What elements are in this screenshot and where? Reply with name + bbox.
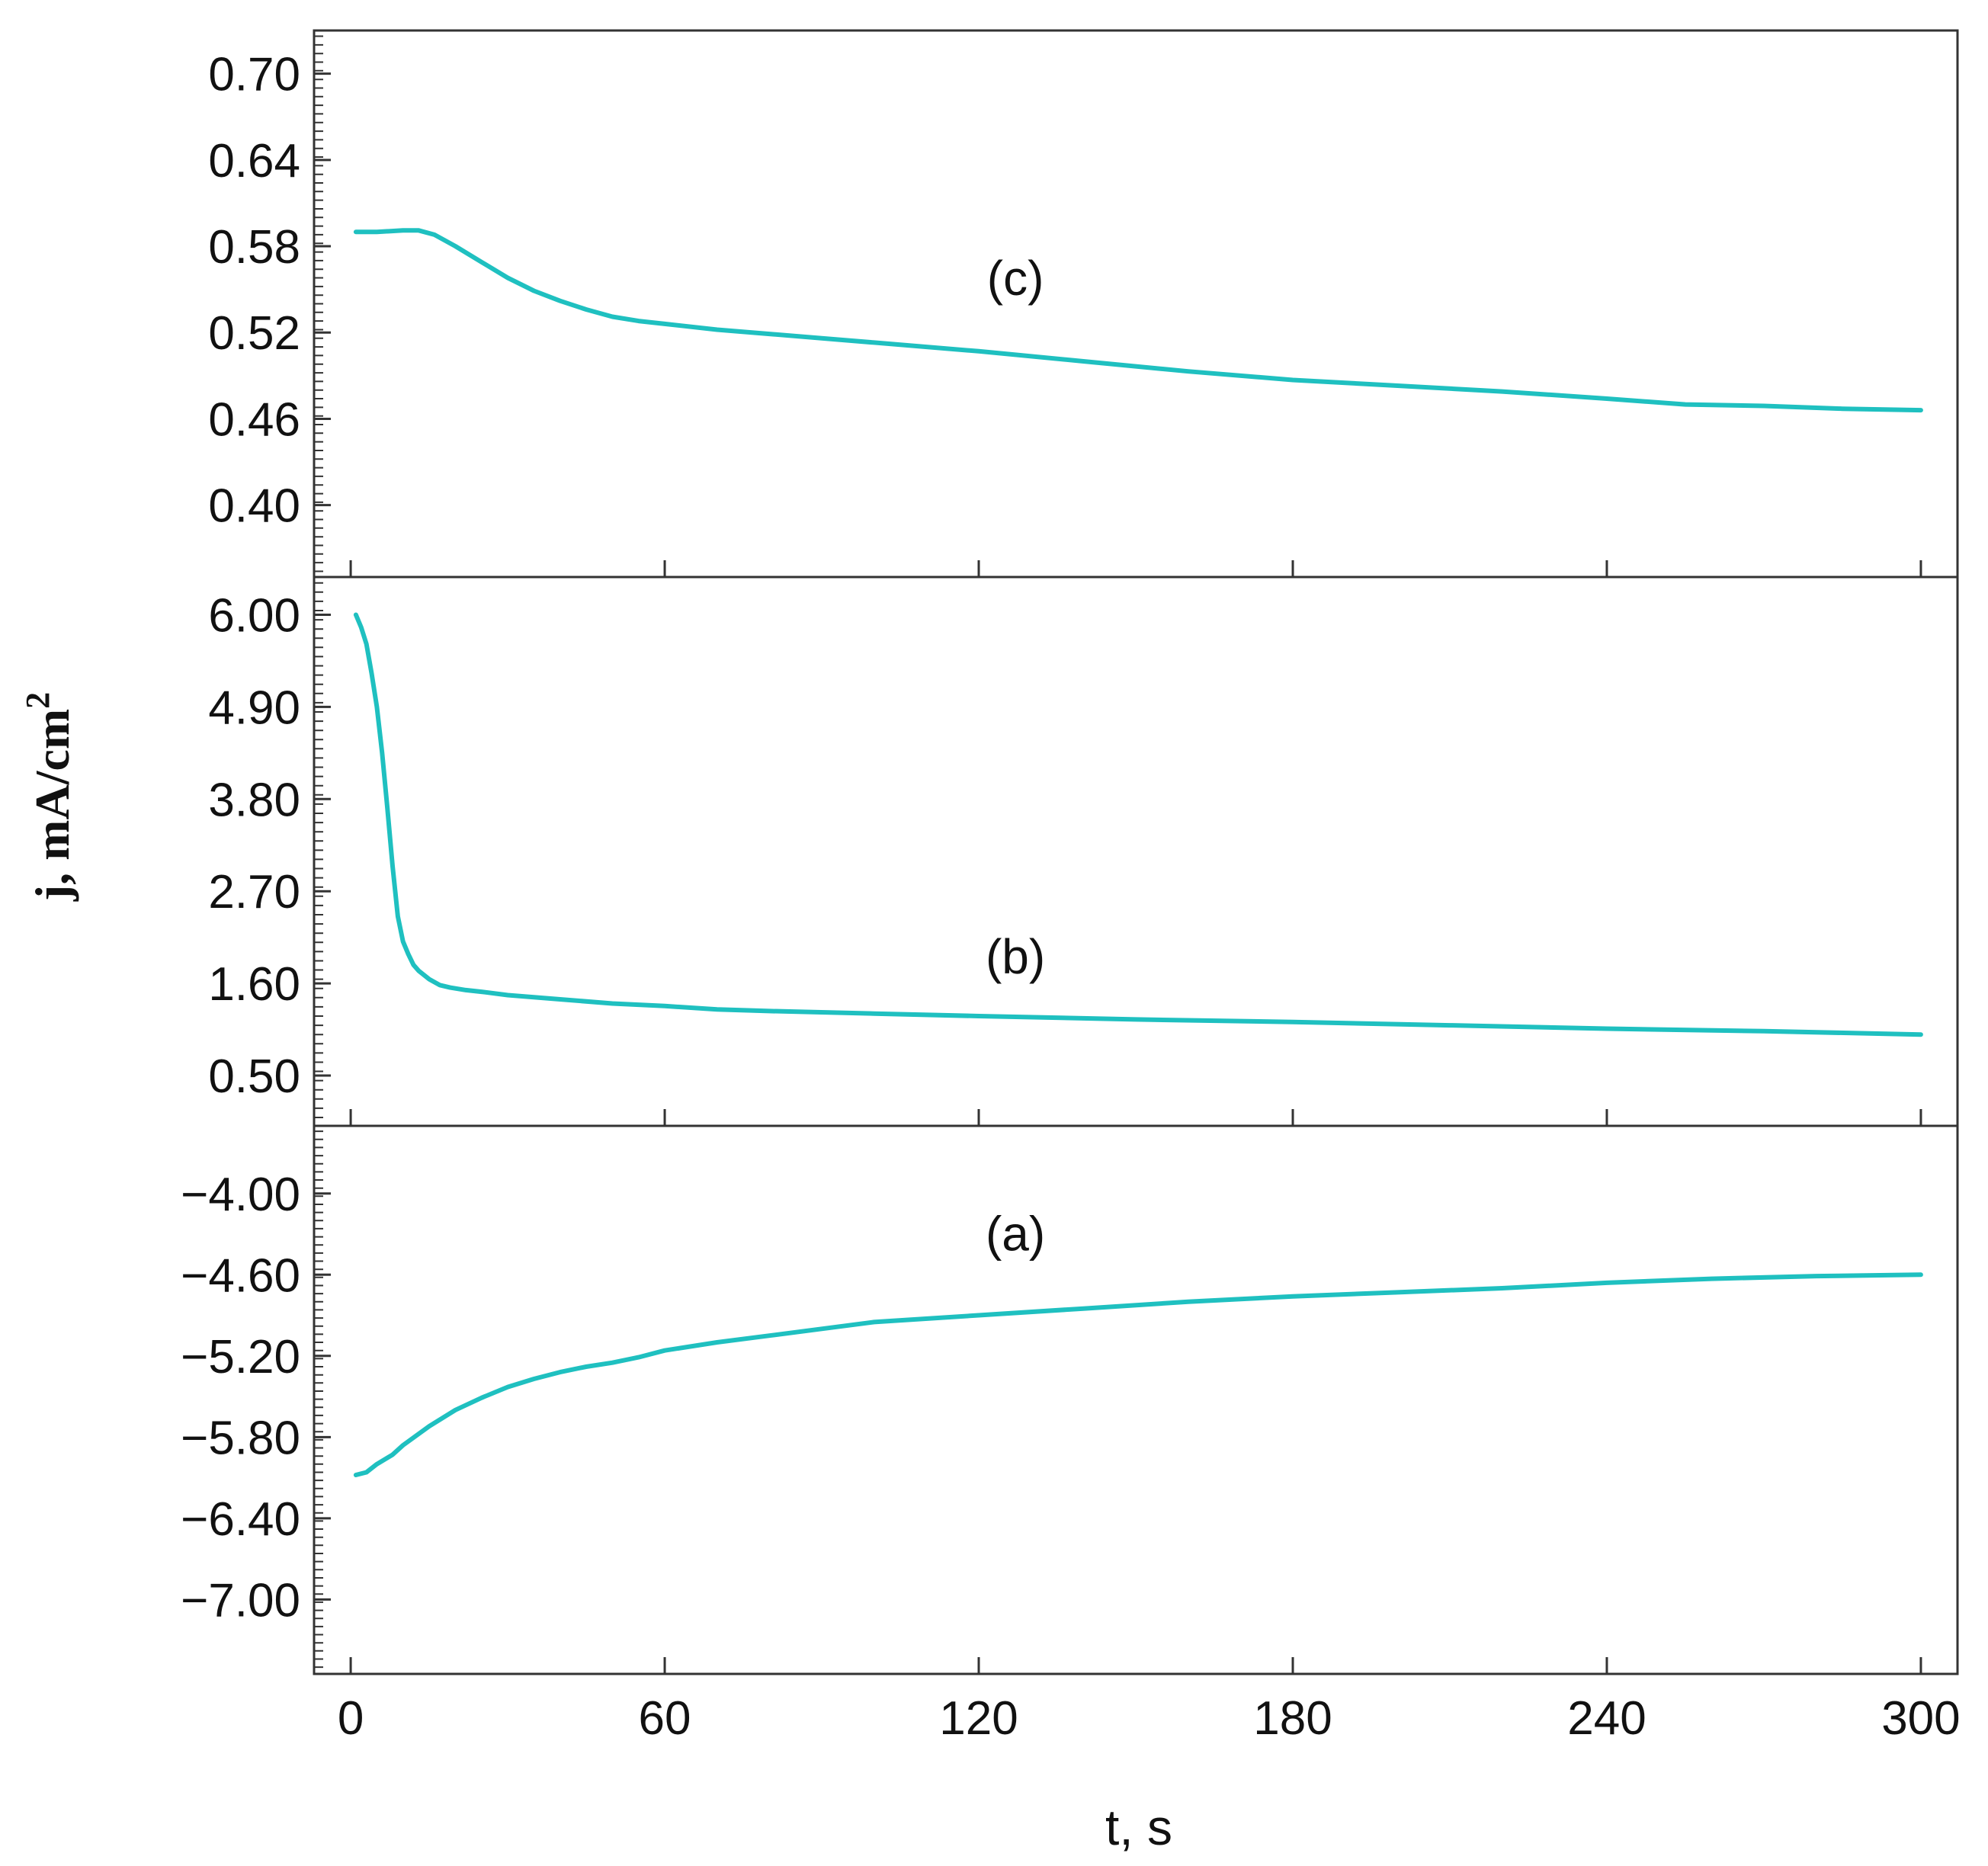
panel-b-ytick-label: 1.60 — [208, 958, 300, 1011]
panel-c-frame — [313, 29, 1959, 579]
panel-a-ytick-label: −5.80 — [181, 1412, 300, 1464]
panel-a-ytick-label: −6.40 — [181, 1493, 300, 1546]
panel-a-ytick-label: −4.00 — [181, 1169, 300, 1221]
xtick-label: 60 — [639, 1692, 691, 1745]
xtick-label: 240 — [1567, 1692, 1646, 1745]
x-axis-ticks: 0 60 120 180 240 300 — [338, 560, 1961, 1745]
panel-a-ytick-label: −7.00 — [181, 1574, 300, 1627]
panel-c-ytick-label: 0.52 — [208, 307, 300, 360]
xtick-label: 0 — [338, 1692, 364, 1745]
panel-b-series-line — [353, 612, 1923, 1037]
xtick-label: 300 — [1881, 1692, 1960, 1745]
panel-a-frame — [313, 1124, 1959, 1675]
panel-b-ytick-label: 3.80 — [208, 774, 300, 826]
y-axis-title: j, mA/cm2 — [19, 692, 79, 902]
panel-a-ytick-label: −4.60 — [181, 1249, 300, 1302]
panel-a: −7.00 −6.40 −5.80 −5.20 −4.60 −4.00 (a) — [181, 1124, 1959, 1675]
panel-b-minor-ticks — [314, 582, 323, 1118]
panel-c-curve-label: (c) — [987, 251, 1044, 306]
panel-a-ytick-label: −5.20 — [181, 1331, 300, 1383]
panel-c-minor-ticks — [314, 35, 323, 572]
panel-c-ytick-label: 0.64 — [208, 135, 300, 188]
panel-b: 0.50 1.60 2.70 3.80 4.90 6.00 (b) — [208, 576, 1959, 1127]
panels: 0.40 0.46 0.52 0.58 0.64 0.70 (c) 0.50 1.60 2.70 3… — [181, 29, 1959, 1675]
panel-c-series-line — [353, 228, 1923, 413]
panel-c: 0.40 0.46 0.52 0.58 0.64 0.70 (c) — [208, 29, 1959, 579]
panel-b-ytick-label: 6.00 — [208, 589, 300, 642]
panel-b-curve-label: (b) — [986, 929, 1045, 984]
y-axis-title-main: j, mA/cm — [25, 709, 79, 902]
panel-a-curve-label: (a) — [986, 1206, 1045, 1261]
panel-a-minor-ticks — [314, 1130, 323, 1669]
panel-c-ytick-label: 0.46 — [208, 393, 300, 446]
xtick-label: 180 — [1253, 1692, 1332, 1745]
y-axis-title-superscript: 2 — [19, 692, 56, 709]
panel-b-ytick-label: 2.70 — [208, 866, 300, 919]
panel-c-ytick-label: 0.40 — [208, 480, 300, 533]
panel-c-ytick-label: 0.58 — [208, 221, 300, 274]
x-axis-title: t, s — [1105, 1799, 1172, 1855]
panel-b-ytick-label: 4.90 — [208, 681, 300, 734]
panel-b-frame — [313, 576, 1959, 1127]
panel-a-series-line — [353, 1272, 1923, 1477]
panel-b-ytick-label: 0.50 — [208, 1050, 300, 1103]
xtick-label: 120 — [939, 1692, 1018, 1745]
panel-c-ytick-label: 0.70 — [208, 49, 300, 101]
